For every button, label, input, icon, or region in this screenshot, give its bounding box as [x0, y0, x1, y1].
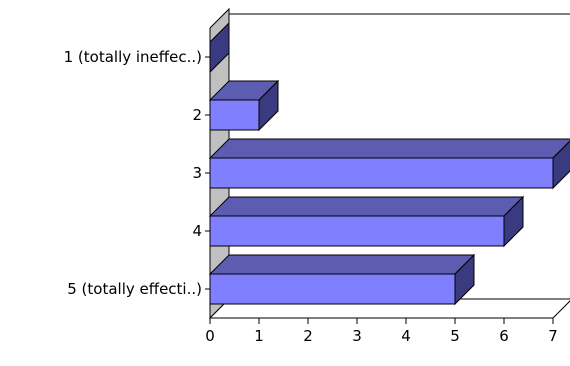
bar-side-face — [454, 253, 475, 306]
bar-1 — [209, 21, 230, 74]
bar-top-face — [208, 138, 570, 159]
bar-front-face — [209, 273, 456, 305]
category-labels: 1 (totally ineffec..) 2 3 4 5 (totally effec… — [64, 48, 202, 298]
x-tick-label: 7 — [548, 327, 558, 345]
bar-front-face — [209, 157, 554, 189]
x-tick-label: 2 — [303, 327, 313, 345]
category-label: 1 (totally ineffec..) — [64, 48, 202, 66]
bar-2 — [208, 79, 280, 132]
x-tick-label: 1 — [254, 327, 264, 345]
category-label: 2 — [192, 106, 202, 124]
category-label: 3 — [192, 164, 202, 182]
bar-front-face — [209, 215, 505, 247]
bar-side-face — [258, 79, 279, 132]
x-tick-label: 5 — [450, 327, 460, 345]
bar-side-face — [503, 195, 524, 248]
category-label: 5 (totally effecti..) — [67, 280, 202, 298]
x-tick-label: 0 — [205, 327, 215, 345]
bar-top-face — [208, 254, 476, 275]
category-label: 4 — [192, 222, 202, 240]
x-tick-label: 6 — [499, 327, 509, 345]
bar-4 — [208, 195, 525, 248]
bar-top-face — [208, 196, 525, 217]
bars — [208, 21, 570, 306]
bar-5 — [208, 253, 476, 306]
bar-front-face — [209, 99, 260, 131]
x-axis-ticks: 0 1 2 3 4 5 6 7 — [205, 56, 558, 345]
x-tick-label: 4 — [401, 327, 411, 345]
x-tick-label: 3 — [352, 327, 362, 345]
back-frame — [228, 13, 570, 21]
bar-3 — [208, 138, 570, 190]
bar-zero-face — [209, 21, 230, 74]
bar-side-face — [552, 140, 570, 190]
